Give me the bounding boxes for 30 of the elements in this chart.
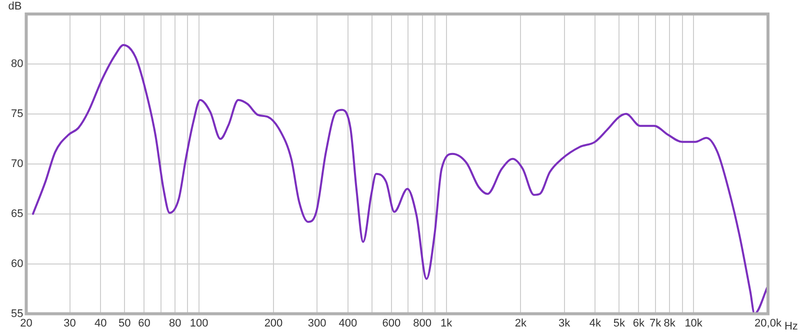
x-tick-label: 6k [632,317,646,330]
x-tick-label: 20 [20,317,32,330]
x-tick-label: 300 [308,317,326,330]
x-tick-label: 40 [94,317,107,330]
x-tick-label: 8k [664,317,676,330]
x-tick-label: 400 [338,317,358,330]
x-tick-label: 2k [514,317,528,330]
x-tick-label: 50 [118,317,131,330]
x-tick-label: 800 [413,317,432,330]
x-tick-label: 20,0k [754,317,782,330]
x-tick-label: 10k [684,317,703,330]
x-tick-label: 7k [649,317,662,330]
x-tick-label: 200 [264,317,283,330]
y-tick-label: 60 [10,258,24,270]
y-tick-label: 80 [10,58,24,70]
y-tick-label: 65 [10,208,24,220]
x-tick-label: 60 [138,317,150,330]
x-tick-label: 600 [382,317,401,330]
x-tick-label: 30 [64,317,76,330]
x-axis-title: Hz [784,320,798,332]
x-tick-label: 100 [190,317,208,330]
y-tick-label: 75 [10,108,24,120]
y-tick-label: 70 [10,158,24,170]
y-axis-title: dB [8,0,22,13]
x-tick-label: 80 [168,317,182,330]
y-tick-label: 55 [10,308,24,320]
x-tick-label: 5k [613,317,626,330]
x-tick-label: 1k [440,317,453,330]
x-tick-label: 4k [589,317,602,330]
x-tick-label: 3k [558,317,571,330]
